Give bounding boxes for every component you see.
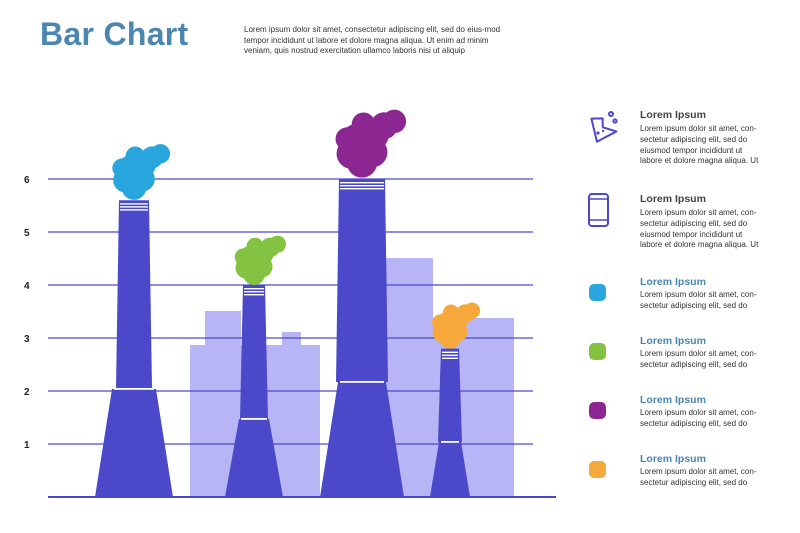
page-title: Bar Chart — [40, 16, 189, 52]
lab-flask-icon — [586, 109, 618, 143]
chimney-stack — [336, 179, 388, 382]
chimney-band — [441, 441, 459, 443]
smoke-cloud — [335, 109, 407, 178]
chimney-bar — [95, 144, 173, 497]
legend-heading: Lorem Ipsum — [640, 193, 706, 205]
chimney-base — [320, 382, 404, 497]
smoke-puff — [431, 314, 449, 331]
chimney-band — [340, 182, 384, 184]
smoke-cloud — [431, 302, 481, 349]
legend-text: Lorem ipsum dolor sit amet, con-sectetur… — [640, 467, 757, 487]
chimney-stack — [438, 348, 462, 442]
smoke-cloud — [234, 235, 287, 286]
chimney-base — [225, 419, 283, 497]
chimney-stack — [116, 200, 152, 389]
legend-heading: Lorem Ipsum — [640, 276, 706, 288]
chimney-band — [120, 203, 148, 205]
legend-text: Lorem ipsum dolor sit amet, con-sectetur… — [640, 124, 759, 166]
chimney-band — [442, 357, 458, 359]
smoke-cloud — [112, 144, 171, 200]
legend-swatch-blue — [589, 284, 606, 301]
chimney-band — [114, 388, 154, 390]
legend-swatch-purple — [589, 402, 606, 419]
chimney-band — [120, 209, 148, 211]
y-tick-label: 4 — [24, 281, 30, 292]
chimney-bar — [320, 109, 407, 497]
legend-heading: Lorem Ipsum — [640, 109, 706, 121]
legend-text: Lorem ipsum dolor sit amet, con-sectetur… — [640, 349, 757, 369]
smartphone-icon — [586, 193, 612, 227]
chimney-band — [340, 185, 384, 187]
smoke-puff — [112, 158, 132, 178]
legend-heading: Lorem Ipsum — [640, 394, 706, 406]
legend-heading: Lorem Ipsum — [640, 453, 706, 465]
chimney-band — [244, 288, 264, 290]
smoke-puff — [234, 248, 252, 266]
chimney-stack — [240, 285, 268, 419]
building-shape — [205, 311, 241, 345]
chimney-band — [442, 351, 458, 353]
y-tick-label: 2 — [24, 387, 30, 398]
smoke-puff — [125, 146, 145, 166]
chimney-band — [340, 381, 384, 383]
smoke-puff — [351, 112, 376, 137]
y-tick-label: 1 — [24, 440, 30, 451]
legend-text: Lorem ipsum dolor sit amet, con-sectetur… — [640, 208, 759, 250]
chimney-band — [244, 294, 264, 296]
smoke-puff — [268, 235, 287, 253]
legend-swatch-orange — [589, 461, 606, 478]
smoke-puff — [463, 302, 481, 319]
chimney-bar — [430, 302, 481, 497]
y-axis-ticks: 1 2 3 4 5 6 — [24, 175, 30, 451]
chimney-band — [340, 188, 384, 190]
y-tick-label: 6 — [24, 175, 30, 186]
chart-bars — [95, 109, 481, 497]
intro-paragraph: Lorem ipsum dolor sit amet, consectetur … — [244, 25, 501, 55]
chimney-base — [95, 389, 173, 497]
building-shape — [282, 332, 301, 346]
smoke-puff — [150, 144, 171, 164]
y-tick-label: 3 — [24, 334, 30, 345]
legend-text: Lorem ipsum dolor sit amet, con-sectetur… — [640, 290, 757, 310]
chimney-band — [442, 354, 458, 356]
chimney-band — [120, 206, 148, 208]
smoke-puff — [442, 304, 460, 321]
legend-heading: Lorem Ipsum — [640, 335, 706, 347]
chimney-base — [430, 442, 470, 497]
chimney-band — [241, 418, 267, 420]
legend-text: Lorem ipsum dolor sit amet, con-sectetur… — [640, 408, 757, 428]
chimney-band — [244, 291, 264, 293]
smoke-puff — [335, 127, 360, 151]
y-tick-label: 5 — [24, 228, 30, 239]
chimney-bar — [225, 235, 287, 497]
legend-swatch-green — [589, 343, 606, 360]
smoke-puff — [246, 237, 264, 255]
smoke-puff — [382, 109, 407, 134]
